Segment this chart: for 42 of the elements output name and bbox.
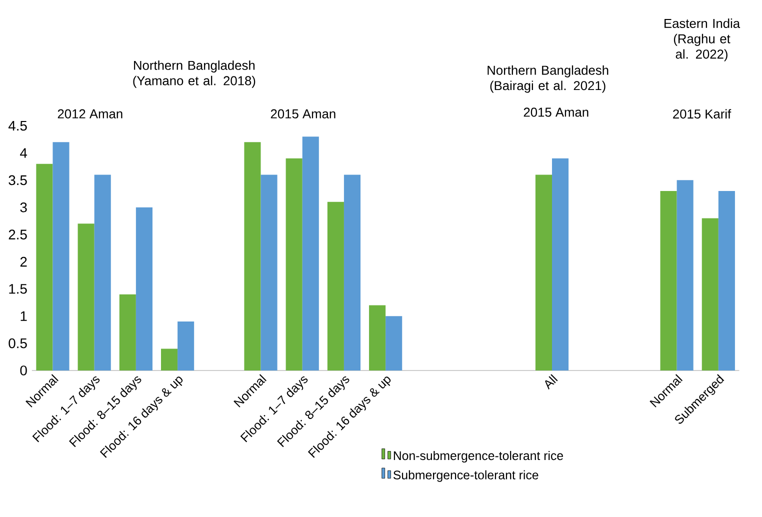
y-tick-label: 4 <box>20 148 28 158</box>
y-tick-label: 2.5 <box>8 230 27 240</box>
bar <box>535 174 552 370</box>
x-tick-label: All <box>545 374 558 390</box>
text: Northern Bangladesh (Bairagi et al. 2021) <box>488 65 608 93</box>
bar <box>78 224 94 370</box>
text: 2015 Karif <box>673 109 732 119</box>
y-tick-label: 0.5 <box>8 338 27 348</box>
bar <box>327 202 344 370</box>
text: Northern Bangladesh (Yamano et al. 2018) <box>133 60 256 88</box>
bar <box>302 136 319 370</box>
y-tick-label: 0 <box>20 366 27 376</box>
bar <box>702 218 718 370</box>
y-tick-label: 4.5 <box>8 120 27 131</box>
bar <box>244 142 261 370</box>
bar <box>52 142 70 370</box>
bar <box>660 191 677 370</box>
bar <box>178 322 194 370</box>
bar <box>260 174 278 370</box>
legend-label: Non-submergence-tolerant rice <box>394 450 564 462</box>
bar <box>344 174 361 370</box>
y-tick-label: 3.5 <box>8 175 27 186</box>
text: Eastern India (Raghu et al. 2022) <box>664 18 740 62</box>
y-tick-label: 2 <box>20 256 27 267</box>
bar <box>676 180 694 370</box>
bar <box>386 316 402 370</box>
bar <box>718 191 735 370</box>
bar <box>161 348 178 370</box>
legend-label: Submergence-tolerant rice <box>393 470 538 482</box>
y-tick-label: 1.5 <box>9 284 27 294</box>
bar <box>552 158 569 370</box>
y-tick-label: 1 <box>20 311 27 321</box>
bar <box>119 294 136 370</box>
text: 2015 Aman <box>270 109 336 118</box>
text: 2015 Aman <box>524 108 588 117</box>
bar <box>94 174 111 370</box>
bar <box>36 164 53 370</box>
bar <box>286 158 302 370</box>
text: 2012 Aman <box>58 109 122 118</box>
bar <box>136 207 152 370</box>
bar <box>369 305 386 370</box>
y-tick-label: 3 <box>20 202 27 212</box>
